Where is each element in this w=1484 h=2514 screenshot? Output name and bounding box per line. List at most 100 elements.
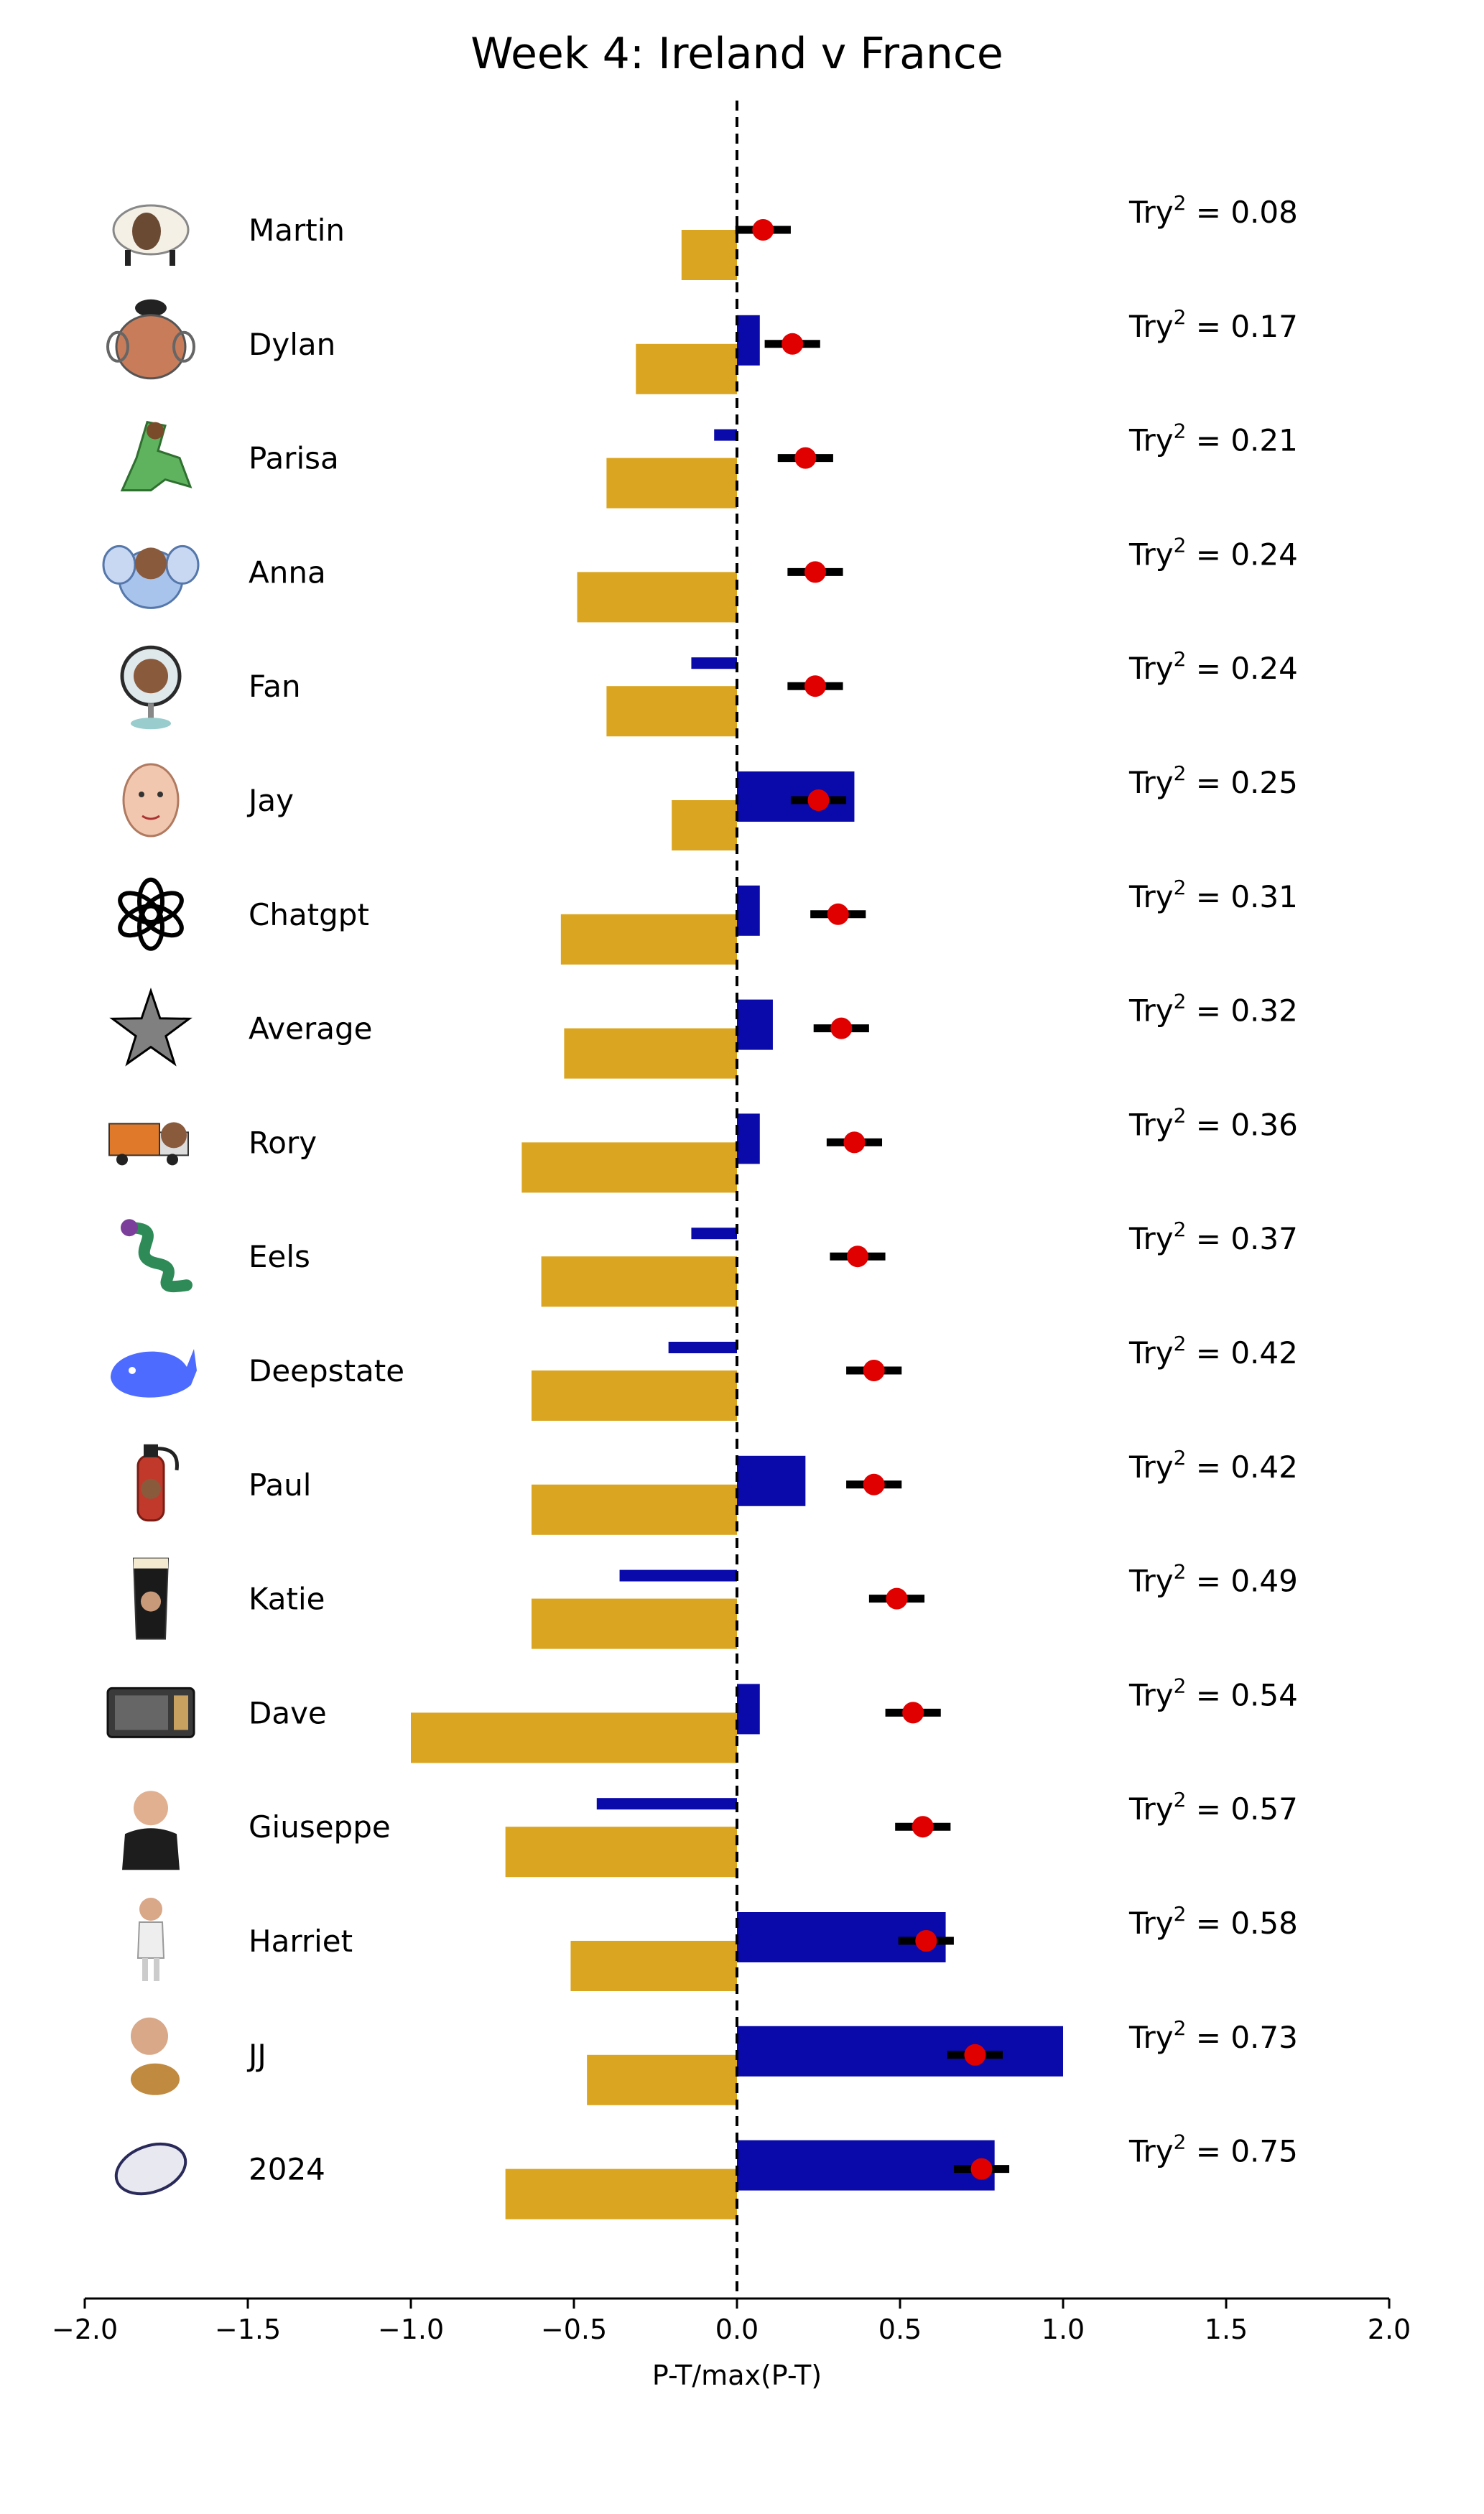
face bbox=[141, 1591, 161, 1612]
score-label: Try2 = 0.25 bbox=[1128, 761, 1298, 800]
bar-gold bbox=[411, 1712, 737, 1763]
x-axis: −2.0 −1.5 −1.0 −0.5 0.0 0.5 1.0 1.5 2.0 bbox=[52, 2297, 1411, 2345]
score-label: Try2 = 0.24 bbox=[1128, 533, 1298, 572]
row-name-label: Giuseppe bbox=[249, 1809, 391, 1845]
dog bbox=[131, 2063, 180, 2095]
bar-blue bbox=[691, 657, 737, 669]
person-icon bbox=[122, 1791, 180, 1870]
bar-gold bbox=[587, 2054, 737, 2105]
head bbox=[139, 1898, 162, 1921]
ear bbox=[172, 330, 195, 363]
row-name-label: Eels bbox=[249, 1239, 310, 1274]
face bbox=[134, 659, 168, 694]
chart-row: Anna Try2 = 0.24 bbox=[102, 533, 1298, 623]
row-name-label: Dave bbox=[249, 1695, 327, 1730]
hat bbox=[135, 299, 167, 317]
data-point bbox=[827, 903, 849, 925]
x-tick-label: −0.5 bbox=[541, 2314, 607, 2345]
bar-gold bbox=[570, 1941, 737, 1991]
data-point bbox=[886, 1587, 908, 1610]
chart-row: Parisa Try2 = 0.21 bbox=[120, 419, 1298, 509]
bar-gold bbox=[541, 1256, 737, 1307]
ear bbox=[102, 544, 136, 585]
data-point bbox=[912, 1816, 934, 1838]
bar-blue bbox=[737, 1113, 760, 1164]
data-point bbox=[782, 333, 804, 355]
valve bbox=[144, 1444, 158, 1457]
head bbox=[134, 1791, 168, 1826]
bar-gold bbox=[531, 1484, 737, 1535]
bar-gold bbox=[505, 1827, 737, 1878]
score-label: Try2 = 0.31 bbox=[1128, 876, 1298, 914]
row-name-label: Chatgpt bbox=[249, 897, 369, 932]
chart-row: Deepstate Try2 = 0.42 bbox=[111, 1332, 1298, 1421]
bar-blue bbox=[737, 1455, 806, 1506]
bar-gold bbox=[560, 914, 737, 965]
dino-body bbox=[120, 420, 193, 492]
row-name-label: Rory bbox=[249, 1125, 317, 1160]
score-label: Try2 = 0.32 bbox=[1128, 990, 1298, 1029]
chart-row: Average Try2 = 0.32 bbox=[109, 987, 1298, 1079]
eel-body bbox=[124, 1222, 193, 1293]
data-point bbox=[804, 675, 826, 697]
chart-row: Harriet Try2 = 0.58 bbox=[136, 1898, 1298, 1991]
data-point bbox=[807, 789, 830, 811]
chart-row: Rory Try2 = 0.36 bbox=[108, 1103, 1298, 1193]
score-label: Try2 = 0.17 bbox=[1128, 305, 1298, 344]
score-label: Try2 = 0.73 bbox=[1128, 2016, 1298, 2055]
bar-blue bbox=[619, 1569, 737, 1582]
x-tick-label: −2.0 bbox=[52, 2314, 118, 2345]
data-point bbox=[970, 2158, 993, 2180]
sheep-leg bbox=[125, 250, 131, 266]
logo-petal bbox=[118, 891, 162, 925]
bar-blue bbox=[737, 1684, 760, 1735]
x-tick-label: 1.0 bbox=[1042, 2314, 1085, 2345]
whale-body bbox=[111, 1349, 197, 1398]
eye bbox=[157, 792, 163, 797]
fan-base bbox=[131, 718, 171, 730]
data-point bbox=[752, 219, 774, 241]
chart-row: Martin Try2 = 0.08 bbox=[112, 191, 1298, 280]
data-point bbox=[794, 447, 817, 469]
mouth bbox=[142, 815, 160, 820]
bar-gold bbox=[531, 1598, 737, 1649]
bar-blue bbox=[737, 885, 760, 936]
star-shape bbox=[109, 987, 193, 1067]
x-tick-label: −1.0 bbox=[378, 2314, 444, 2345]
ball bbox=[114, 2143, 187, 2196]
body bbox=[122, 1828, 180, 1870]
chart-row: Dylan Try2 = 0.17 bbox=[106, 299, 1298, 394]
rows-layer: Martin Try2 = 0.08 Dylan Try2 = 0.17 Parisa T… bbox=[102, 101, 1298, 2299]
chart-row: Eels Try2 = 0.37 bbox=[121, 1217, 1298, 1307]
score-label: Try2 = 0.24 bbox=[1128, 647, 1298, 686]
foam bbox=[134, 1558, 168, 1569]
data-point bbox=[830, 1017, 853, 1039]
bar-blue bbox=[691, 1228, 737, 1240]
score-label: Try2 = 0.42 bbox=[1128, 1446, 1298, 1485]
chart-row: 2024 Try2 = 0.75 bbox=[114, 2130, 1298, 2220]
x-tick-label: 0.0 bbox=[715, 2314, 759, 2345]
chart-title: Week 4: Ireland v France bbox=[470, 29, 1003, 79]
chart-row: JJ Try2 = 0.73 bbox=[131, 2016, 1298, 2105]
leg bbox=[142, 1958, 148, 1981]
potato-head-icon bbox=[106, 299, 195, 380]
data-point bbox=[843, 1131, 866, 1154]
chart-row: Jay Try2 = 0.25 bbox=[122, 761, 1298, 850]
bar-gold bbox=[577, 572, 737, 623]
row-name-label: Parisa bbox=[249, 441, 339, 476]
x-tick-label: 1.5 bbox=[1205, 2314, 1248, 2345]
chart-row: Dave Try2 = 0.54 bbox=[106, 1674, 1298, 1763]
bar-gold bbox=[606, 458, 737, 509]
fire-extinguisher-icon bbox=[136, 1444, 179, 1522]
row-name-label: Fan bbox=[249, 669, 301, 704]
sheep-face bbox=[132, 213, 161, 250]
data-point bbox=[863, 1473, 885, 1495]
data-point bbox=[902, 1702, 924, 1724]
eel-head bbox=[121, 1219, 138, 1237]
row-name-label: Katie bbox=[249, 1582, 325, 1617]
leg bbox=[154, 1958, 159, 1981]
eye bbox=[139, 792, 144, 797]
ear bbox=[106, 330, 129, 363]
row-name-label: Jay bbox=[246, 783, 294, 818]
bar-blue bbox=[737, 315, 760, 366]
